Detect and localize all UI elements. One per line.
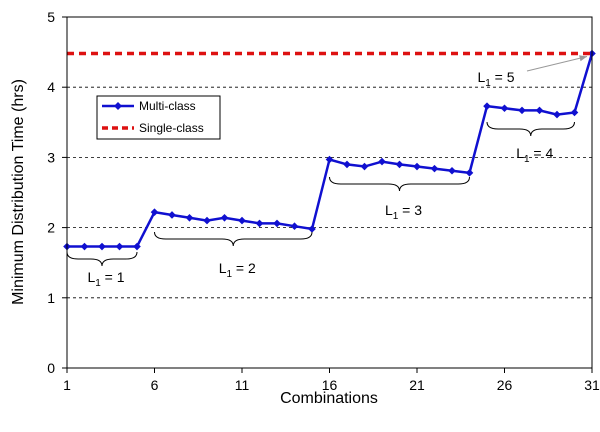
data-point: [98, 242, 106, 251]
data-point: [413, 162, 421, 171]
data-point: [343, 160, 351, 169]
data-point: [290, 222, 299, 230]
data-point: [255, 219, 264, 228]
y-tick-label: 1: [47, 290, 55, 306]
data-point: [395, 160, 404, 169]
data-point: [308, 225, 316, 233]
data-point: [535, 106, 544, 115]
annotation-label: L1 = 2: [219, 260, 256, 280]
annotation-label: L1 = 3: [385, 202, 422, 222]
data-point: [360, 162, 369, 171]
x-tick-label: 6: [151, 377, 159, 393]
annotation-label: L1 = 1: [87, 269, 124, 289]
x-tick-label: 21: [409, 377, 425, 393]
data-point: [273, 219, 281, 228]
data-point: [150, 208, 159, 216]
data-point: [430, 164, 439, 173]
x-tick-label: 26: [497, 377, 513, 393]
x-tick-label: 16: [322, 377, 338, 393]
x-tick-label: 11: [235, 377, 250, 393]
data-point: [203, 216, 211, 225]
legend: Multi-class Single-class: [96, 95, 221, 140]
y-tick-label: 2: [47, 220, 55, 236]
data-point: [168, 211, 176, 219]
brace: [66, 251, 138, 267]
data-point: [570, 108, 579, 117]
x-tick-label: 31: [584, 377, 600, 393]
data-point: [483, 102, 491, 110]
brace: [329, 176, 470, 192]
data-point: [378, 157, 386, 166]
data-point: [80, 242, 89, 251]
y-tick-label: 3: [47, 149, 55, 165]
data-point: [518, 106, 526, 115]
y-tick-label: 5: [47, 9, 55, 25]
data-point: [220, 213, 229, 222]
legend-label-multi-class: Multi-class: [139, 99, 196, 113]
data-point: [325, 155, 334, 164]
x-tick-label: 1: [63, 377, 71, 393]
legend-label-single-class: Single-class: [139, 121, 204, 135]
annotation-label: L1 = 4: [516, 145, 553, 165]
series-layer: [63, 49, 596, 251]
arrow-line: [526, 56, 588, 72]
arrow-head: [579, 55, 587, 62]
annotations-layer: L1 = 1 L1 = 2 L1 = 3 L1 = 4 L1 = 5: [66, 55, 588, 289]
data-point: [553, 110, 561, 119]
annotation-label: L1 = 5: [477, 69, 514, 89]
legend-marker: [114, 102, 122, 110]
x-axis-title: Combinations: [280, 390, 378, 407]
brace: [154, 231, 313, 247]
data-point: [238, 216, 246, 225]
data-point: [500, 104, 509, 113]
data-point: [133, 242, 141, 251]
brace: [486, 121, 575, 137]
data-point: [185, 213, 194, 222]
data-point: [115, 242, 124, 251]
data-point: [465, 169, 474, 177]
y-tick-label: 0: [47, 360, 55, 376]
data-point: [448, 166, 456, 175]
y-axis-title: Minimum Distribution Time (hrs): [10, 79, 27, 305]
y-tick-label: 4: [47, 79, 55, 95]
